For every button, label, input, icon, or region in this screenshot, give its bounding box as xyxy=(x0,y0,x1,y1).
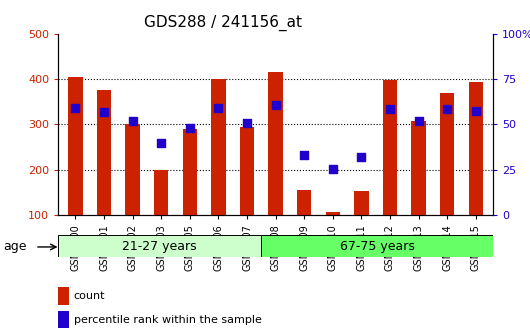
Bar xyxy=(297,190,311,215)
Point xyxy=(157,141,165,146)
Point xyxy=(243,121,251,126)
Bar xyxy=(211,79,226,215)
Point xyxy=(100,109,108,114)
Bar xyxy=(183,129,197,215)
Point xyxy=(128,118,137,123)
Bar xyxy=(58,288,69,305)
Text: 21-27 years: 21-27 years xyxy=(122,240,197,253)
Bar xyxy=(58,235,261,257)
Bar xyxy=(126,124,140,215)
Bar xyxy=(354,192,368,215)
Point xyxy=(443,107,452,112)
Bar xyxy=(68,77,83,215)
Bar xyxy=(325,212,340,215)
Bar xyxy=(240,127,254,215)
Text: percentile rank within the sample: percentile rank within the sample xyxy=(74,315,261,325)
Point xyxy=(71,106,80,111)
Bar xyxy=(154,170,169,215)
Point xyxy=(357,154,366,160)
Point xyxy=(386,107,394,112)
Bar xyxy=(261,235,493,257)
Bar xyxy=(440,92,454,215)
Bar xyxy=(383,80,397,215)
Text: 67-75 years: 67-75 years xyxy=(340,240,414,253)
Bar xyxy=(58,311,69,328)
Bar xyxy=(469,82,483,215)
Point xyxy=(414,118,423,123)
Point xyxy=(186,125,194,131)
Bar xyxy=(411,121,426,215)
Point xyxy=(472,108,480,114)
Bar xyxy=(269,72,282,215)
Point xyxy=(300,153,308,158)
Text: count: count xyxy=(74,291,105,301)
Point xyxy=(271,102,280,108)
Text: age: age xyxy=(3,241,27,253)
Text: GDS288 / 241156_at: GDS288 / 241156_at xyxy=(144,15,302,31)
Bar xyxy=(97,90,111,215)
Point xyxy=(329,166,337,171)
Point xyxy=(214,106,223,111)
